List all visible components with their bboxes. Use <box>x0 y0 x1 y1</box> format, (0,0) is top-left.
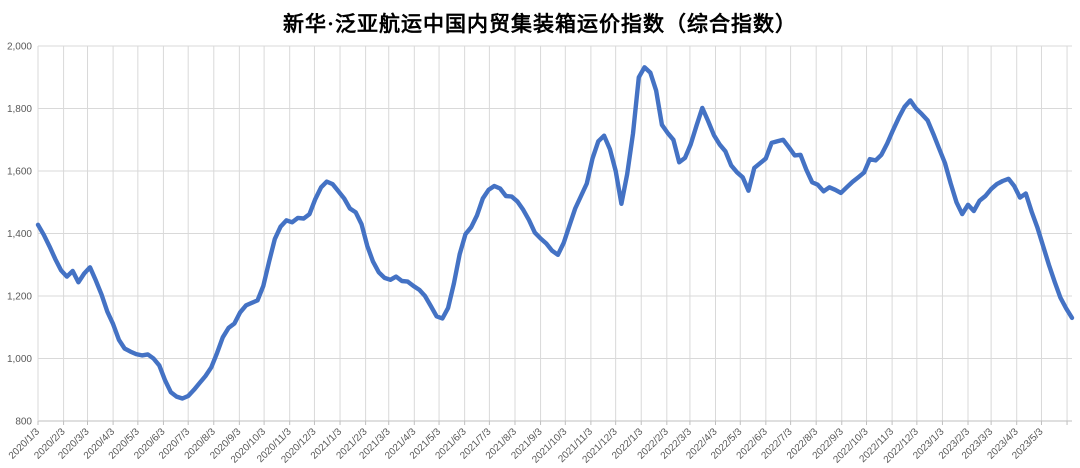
y-axis-tick-label: 1,800 <box>7 104 32 115</box>
y-axis-tick-label: 800 <box>15 417 32 428</box>
y-axis-tick-label: 1,600 <box>7 167 32 178</box>
freight-index-line <box>35 65 1075 401</box>
x-tickmarks <box>37 421 1068 425</box>
y-axis-tick-label: 1,200 <box>7 292 32 303</box>
y-axis-labels: 800 1,000 1,200 1,400 1,600 1,800 2,000 <box>7 42 32 428</box>
y-axis-tick-label: 1,000 <box>7 354 32 365</box>
y-axis-tick-label: 1,400 <box>7 229 32 240</box>
x-axis-labels: 2020/1/32020/2/32020/3/32020/4/32020/5/3… <box>7 426 1046 466</box>
chart-title: 新华·泛亚航运中国内贸集装箱运价指数（综合指数） <box>282 12 797 36</box>
y-axis-tick-label: 2,000 <box>7 42 32 53</box>
